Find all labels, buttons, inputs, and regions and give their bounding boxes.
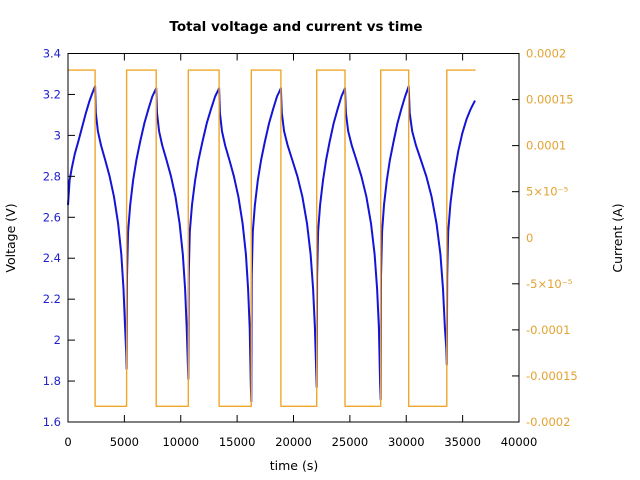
y-right-tick-label: 0.00015 xyxy=(526,93,574,107)
series-layer xyxy=(67,69,476,407)
y-right-tick-label: 0 xyxy=(526,231,533,245)
y-axis-label-left: Voltage (V) xyxy=(3,203,18,272)
x-tick-label: 35000 xyxy=(444,435,481,449)
y-left-tick-label: 2.4 xyxy=(43,251,61,265)
y-left-tick-label: 2.8 xyxy=(43,169,61,183)
y-right-tick-label: -0.0001 xyxy=(526,323,570,337)
y-left-tick-label: 3.4 xyxy=(43,47,61,61)
current-line xyxy=(68,69,476,407)
y-right-tick-label: -5×10⁻⁵ xyxy=(526,277,573,291)
frame-layer xyxy=(67,53,520,423)
y-left-tick-label: 2.6 xyxy=(43,210,61,224)
y-left-tick-label: 2 xyxy=(54,333,61,347)
y-left-tick-label: 3 xyxy=(54,128,61,142)
x-tick-label: 30000 xyxy=(388,435,425,449)
tick-label-layer: 0 5000 10000 15000 20000 25000 30000 35000 40000… xyxy=(43,47,578,450)
x-tick-label: 0 xyxy=(64,435,71,449)
y-right-tick-label: -0.0002 xyxy=(526,415,570,429)
y-left-tick-label: 2.2 xyxy=(43,292,61,306)
x-tick-label: 40000 xyxy=(501,435,538,449)
x-tick-label: 25000 xyxy=(332,435,369,449)
plot-frame xyxy=(67,53,520,423)
x-tick-label: 10000 xyxy=(162,435,199,449)
y-left-tick-label: 1.8 xyxy=(43,374,61,388)
y-right-tick-label: 5×10⁻⁵ xyxy=(526,185,569,199)
y-left-tick-label: 3.2 xyxy=(43,87,61,101)
x-tick-label: 20000 xyxy=(275,435,312,449)
x-tick-label: 15000 xyxy=(219,435,256,449)
voltage-line xyxy=(67,85,476,403)
y-left-tick-label: 1.6 xyxy=(43,415,61,429)
chart-title: Total voltage and current vs time xyxy=(169,19,422,35)
y-right-tick-label: 0.0001 xyxy=(526,139,566,153)
y-right-tick-label: -0.00015 xyxy=(526,369,578,383)
x-axis-label: time (s) xyxy=(270,458,318,473)
x-tick-label: 5000 xyxy=(110,435,139,449)
y-right-tick-label: 0.0002 xyxy=(526,47,566,61)
y-axis-label-right: Current (A) xyxy=(610,203,625,272)
